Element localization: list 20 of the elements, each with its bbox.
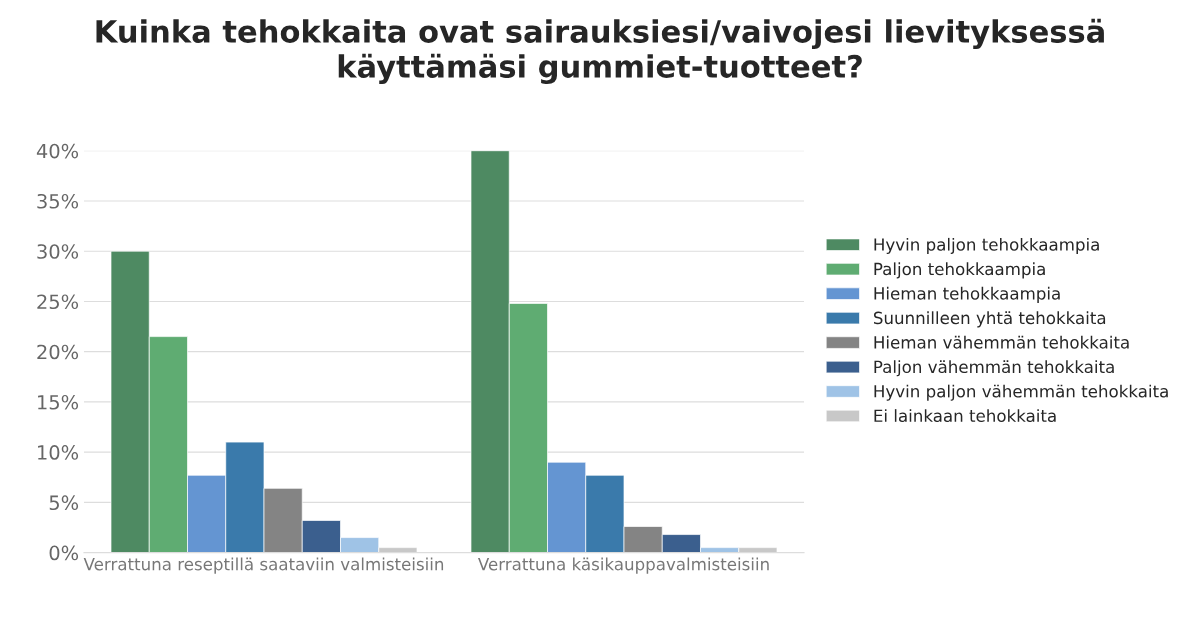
legend-label: Ei lainkaan tehokkaita (874, 409, 1056, 423)
legend-label: Hyvin paljon tehokkaampia (874, 237, 1099, 255)
chart-title: Kuinka tehokkaita ovat sairauksiesi/vaivojesi lievityksessä käyttämäsi gummiet-tuotteet? (96, 18, 1104, 85)
legend-label: Suunnilleen yhtä tehokkaita (873, 311, 1106, 328)
y-tick-label: 15% (38, 394, 79, 410)
y-tick-label: 10% (38, 445, 79, 460)
legend-label: Paljon vähemmän tehokkaita (874, 360, 1114, 377)
y-tick-label: 35% (37, 193, 79, 209)
y-tick-label: 5% (49, 495, 79, 511)
x-tick-label: Verrattuna reseptillä saataviin valmisteisiin (83, 557, 444, 574)
y-tick-label: 25% (37, 294, 79, 310)
y-tick-label: 30% (37, 244, 79, 259)
legend-label: Hyvin paljon vähemmän tehokkaita (874, 384, 1168, 401)
y-tick-label: 40% (36, 143, 79, 159)
y-tick-label: 0% (49, 545, 79, 561)
legend-label: Hieman vähemmän tehokkaita (874, 335, 1129, 349)
legend-label: Paljon tehokkaampia (874, 262, 1045, 279)
legend-label: Hieman tehokkaampia (874, 286, 1060, 303)
x-tick-label: Verrattuna käsikauppavalmisteisiin (478, 557, 769, 574)
y-tick-label: 20% (37, 344, 79, 360)
